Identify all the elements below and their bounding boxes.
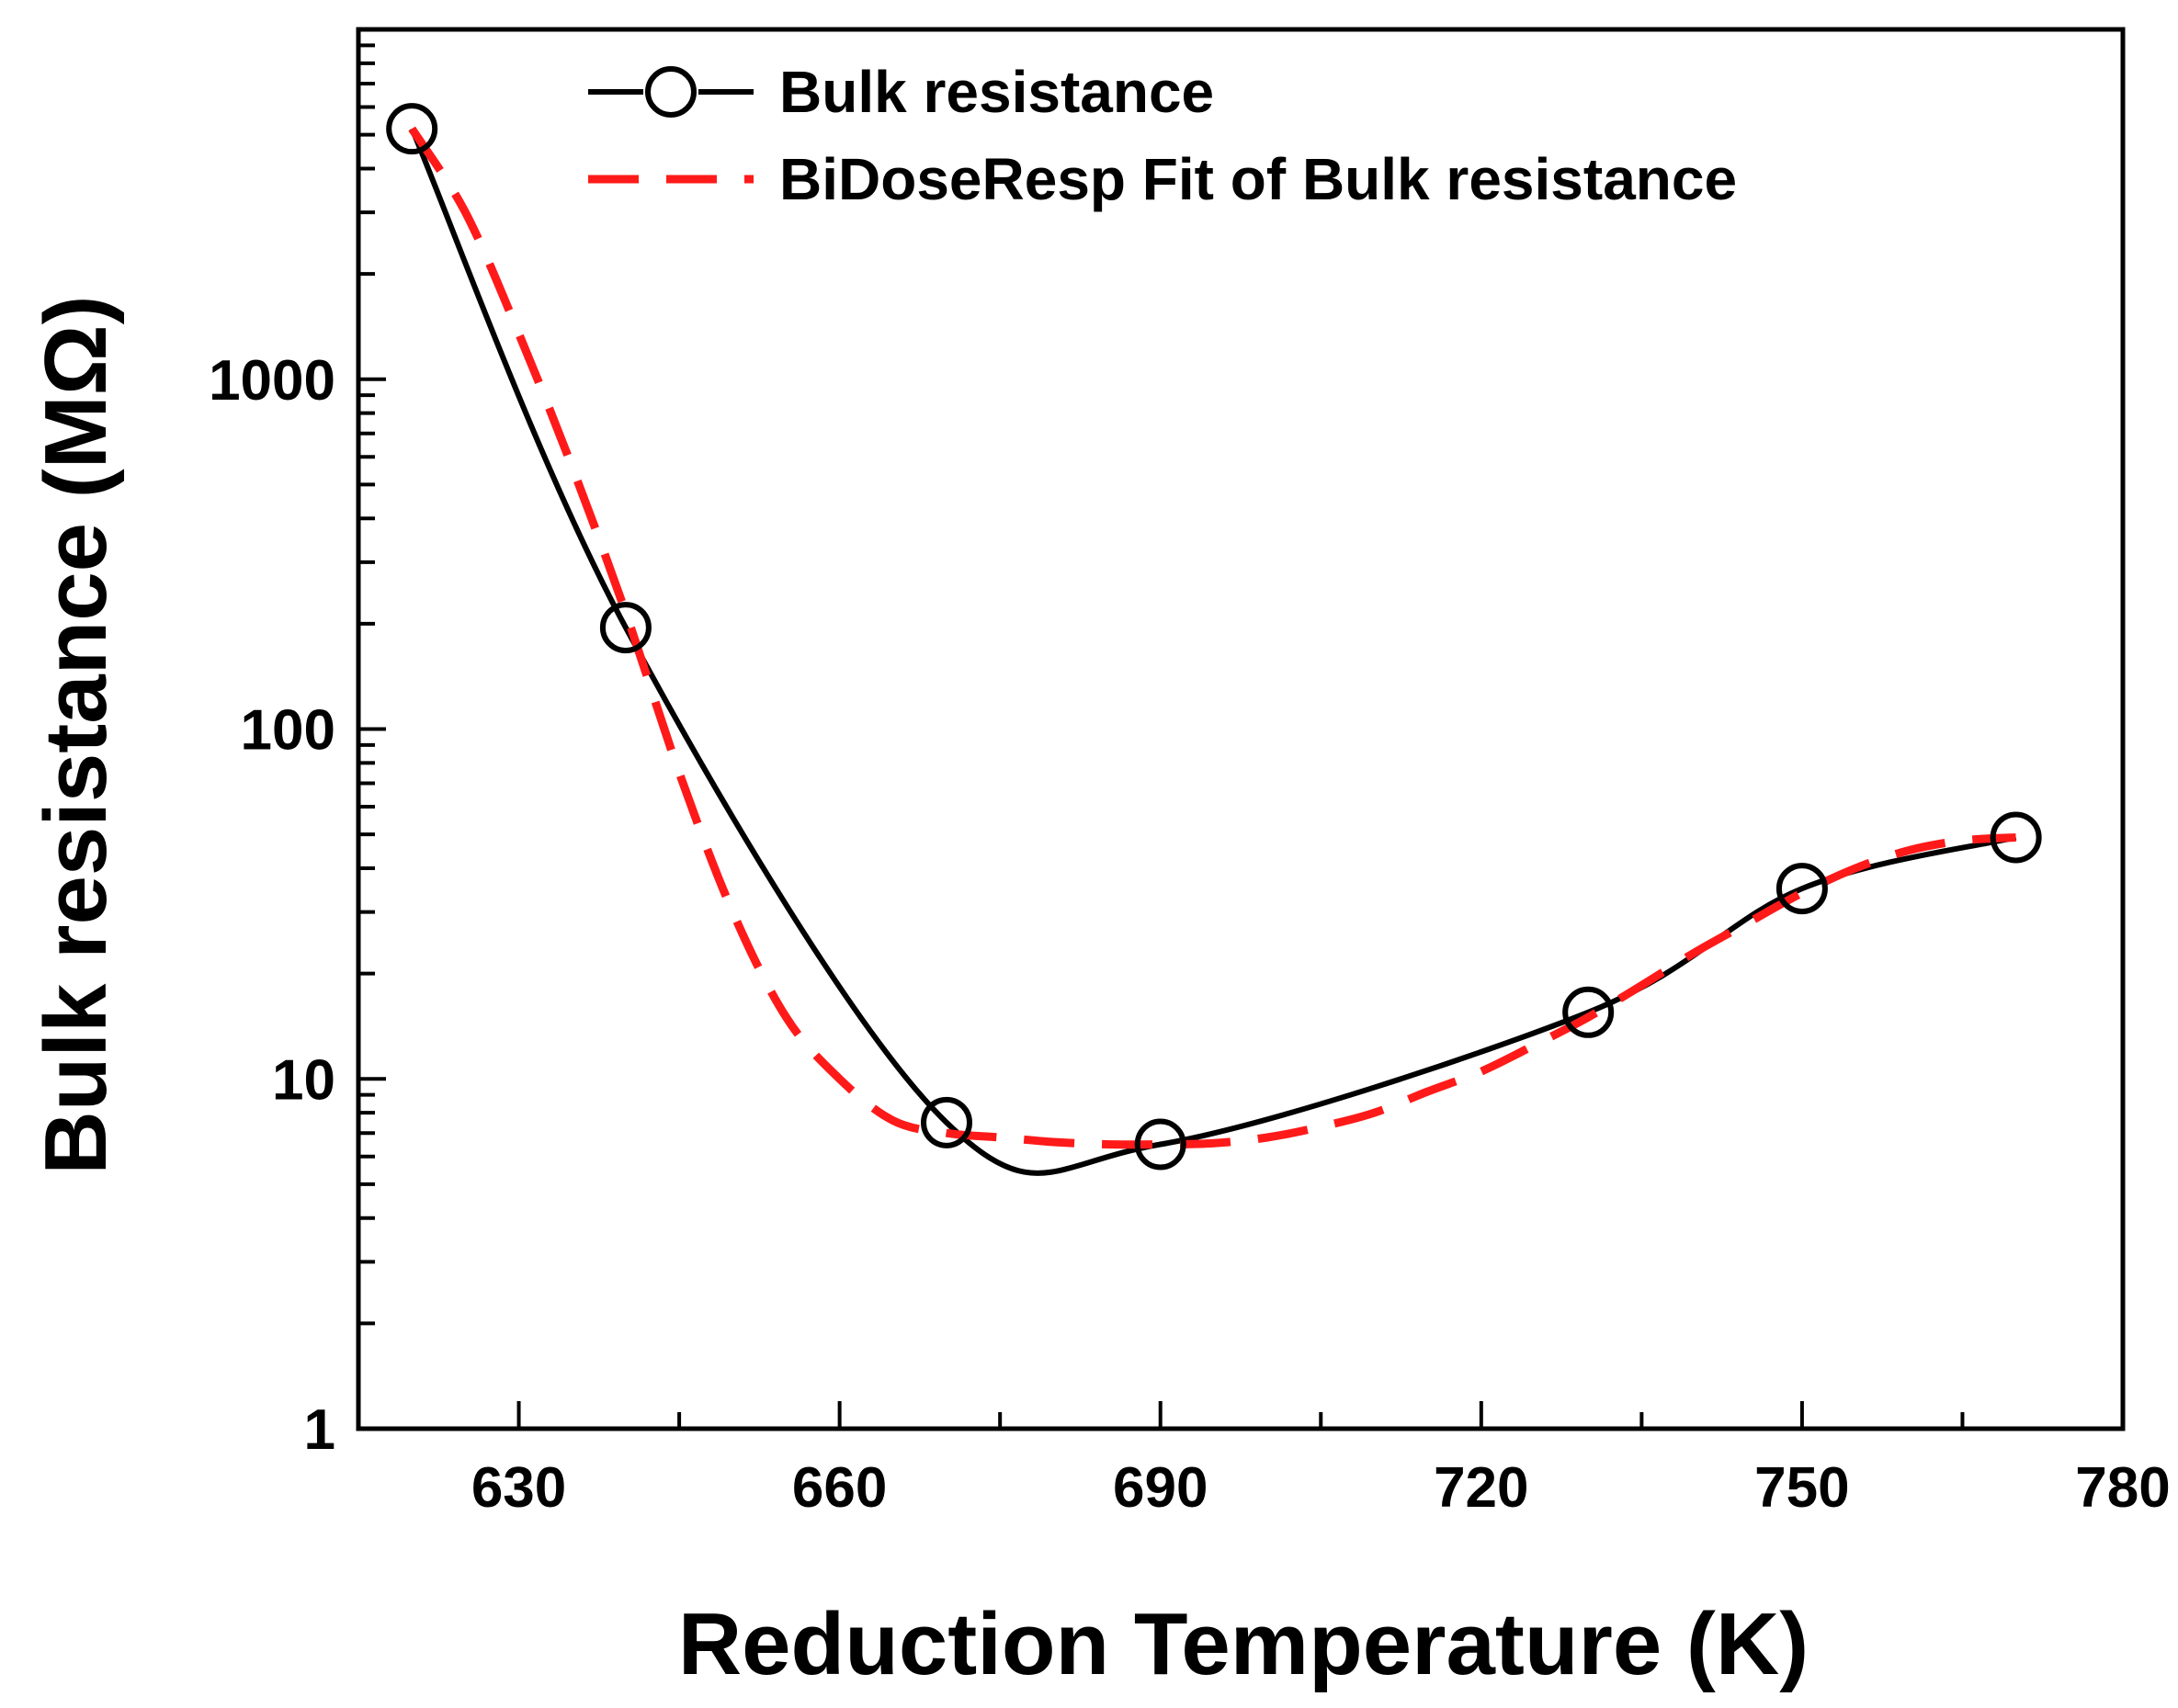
legend-label-fit: BiDoseResp Fit of Bulk resistance	[779, 146, 1737, 212]
series-bulk-resistance-line	[409, 127, 2017, 1176]
x-axis-title: Reduction Temperature (K)	[678, 1595, 1809, 1693]
x-axis: 630 660 690 720 750 780	[357, 1401, 2171, 1520]
x-tick-label: 690	[1113, 1456, 1208, 1520]
data-point	[1134, 1118, 1186, 1171]
data-point	[1562, 986, 1615, 1038]
data-point	[599, 602, 652, 654]
data-point	[1990, 811, 2042, 864]
x-tick-label: 750	[1754, 1456, 1849, 1520]
x-tick-label: 660	[792, 1456, 887, 1520]
plot-frame	[356, 27, 2126, 1431]
y-tick-label: 10	[272, 1048, 335, 1112]
data-point	[921, 1096, 972, 1148]
legend-marker-bulk-resistance	[645, 66, 697, 118]
series-fit-line	[408, 126, 2016, 1149]
x-tick-label: 630	[471, 1456, 566, 1520]
y-tick-label: 1	[304, 1398, 335, 1462]
x-tick-label: 780	[2075, 1456, 2170, 1520]
legend-label-bulk-resistance: Bulk resistance	[779, 59, 1214, 125]
data-point	[386, 103, 438, 155]
data-point	[1775, 863, 1828, 915]
legend: Bulk resistance BiDoseResp Fit of Bulk re…	[588, 59, 1737, 212]
y-tick-label: 100	[241, 699, 335, 763]
y-tick-label: 1000	[209, 349, 335, 413]
x-tick-label: 720	[1434, 1456, 1528, 1520]
y-axis: 1 10 100 1000	[209, 28, 386, 1462]
series-layer	[386, 103, 2042, 1176]
plot-area	[356, 27, 2126, 1431]
y-axis-title: Bulk resistance (MΩ)	[27, 295, 125, 1174]
